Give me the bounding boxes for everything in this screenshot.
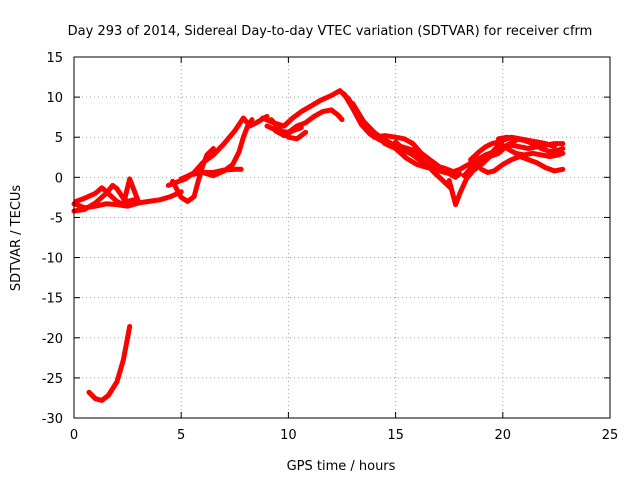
y-tick-label: 10 [46,91,63,106]
y-tick-label: 5 [55,131,63,146]
y-tick-label: 0 [55,171,63,186]
x-tick-label: 25 [602,428,619,443]
x-tick-label: 15 [387,428,404,443]
y-tick-label: -15 [42,292,63,307]
sdtvar-arc [268,117,309,142]
sdtvar-arc [187,166,244,178]
y-tick-label: 15 [46,51,63,66]
sdtvar-arc [478,154,566,175]
y-tick-label: -5 [50,211,63,226]
y-tick-label: -10 [42,252,63,267]
sdtvar-arc [496,134,566,155]
sdtvar-arc [86,324,133,403]
x-tick-label: 20 [495,428,512,443]
sdtvar-arc [273,125,304,139]
sdtvar-arc [73,176,141,208]
chart-title: Day 293 of 2014, Sidereal Day-to-day VTE… [68,24,593,39]
y-tick-label: -20 [42,332,63,347]
y-axis-label: SDTVAR / TECUs [9,185,24,292]
sdtvar-arc [170,146,216,204]
x-tick-label: 5 [177,428,185,443]
x-tick-label: 0 [70,428,78,443]
sdtvar-arc [393,139,461,179]
y-tick-label: -30 [42,412,63,427]
x-axis-label: GPS time / hours [287,459,396,474]
sdtvar-arc [468,139,566,163]
x-tick-label: 10 [280,428,297,443]
grid-layer [74,57,610,418]
series-layer [71,88,566,403]
plot-frame [73,56,611,419]
sdtvar-arc [260,88,366,129]
y-tick-label: -25 [42,372,63,387]
